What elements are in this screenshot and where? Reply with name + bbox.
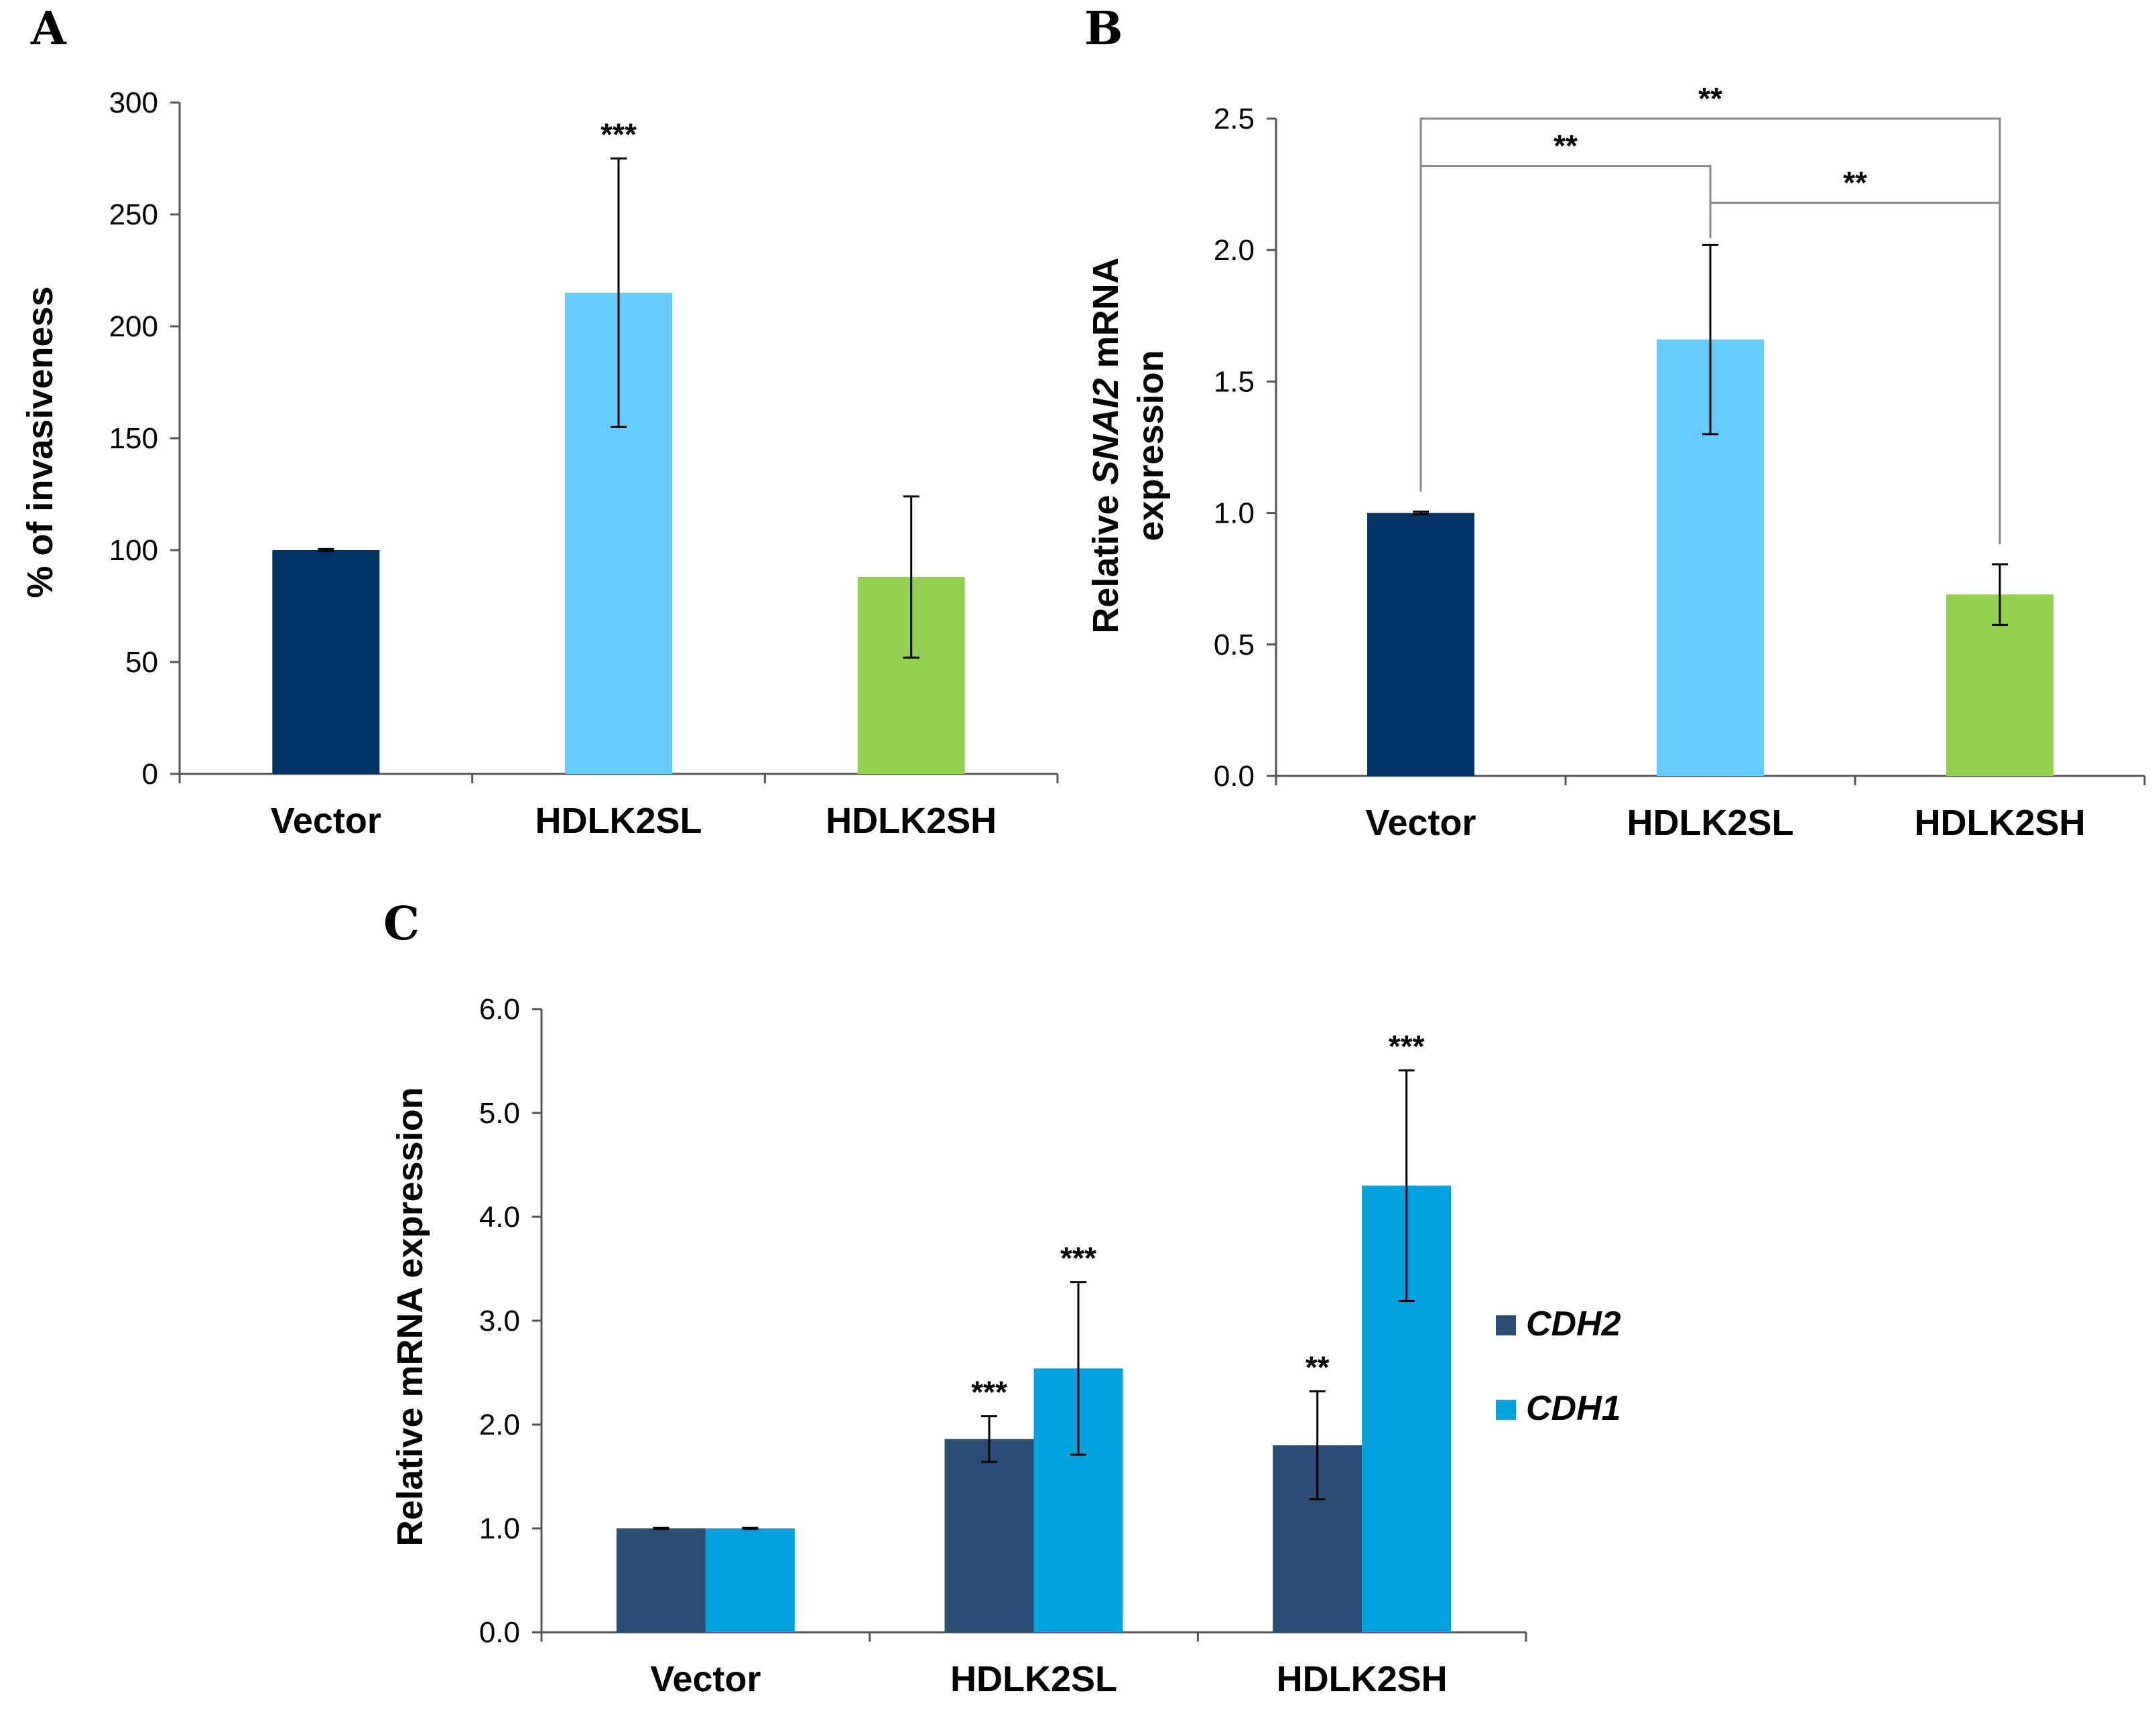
panel-a-category-label: HDLK2SH [826,801,997,841]
panel-a-y-tick-label: 250 [109,198,158,231]
panel-c-bar-cdh2 [944,1439,1034,1632]
panel-c: C Relative mRNA expression 0.0 1.0 2.0 3.0 4… [383,897,1621,1699]
panel-b-category-label: Vector [1365,803,1476,843]
panel-b-y-tick-label: 2.5 [1214,103,1255,135]
panel-c-letter: C [383,897,420,951]
legend-swatch-cdh1 [1496,1400,1516,1420]
panel-a-y-tick-label: 50 [125,646,158,679]
panel-a-category-label: HDLK2SL [535,801,702,841]
panel-b-bracket-label: ** [1553,129,1578,163]
legend-swatch-cdh2 [1496,1315,1516,1335]
panel-b-ylabel-gene: SNAI2 [1086,378,1126,484]
panel-a-y-tick-label: 0 [142,758,158,791]
panel-c-category-label: HDLK2SL [950,1659,1117,1699]
panel-b-y-tick-label: 1.0 [1214,497,1255,530]
panel-c-category-label: HDLK2SH [1277,1659,1448,1699]
panel-a-y-tick-label: 200 [109,310,158,343]
panel-a-y-tick-label: 150 [109,422,158,455]
panel-c-y-tick-label: 6.0 [479,993,520,1026]
panel-c-bar-cdh1 [705,1528,795,1632]
panel-a-y-tick-label: 100 [109,534,158,567]
panel-b-bracket-label: ** [1698,81,1722,116]
panel-b-letter: B [1084,2,1123,56]
panel-b-ylabel-pre: Relative [1086,484,1126,633]
panel-a-y-axis-label: % of invasiveness [20,286,60,598]
panel-c-significance-label: *** [1060,1241,1096,1276]
panel-a: A % of invasiveness 0 50 100 150 200 250 300 Ve… [20,2,1059,841]
panel-b-y-tick-label: 0.0 [1214,760,1255,793]
panel-c-y-tick-label: 2.0 [479,1408,520,1441]
panel-b-ylabel-post: mRNA [1086,257,1126,378]
panel-b-y-tick-label: 0.5 [1214,629,1255,661]
panel-b-significance-bracket [1709,202,2001,545]
legend-label-cdh2: CDH2 [1526,1305,1621,1343]
panel-a-letter: A [30,2,67,56]
panel-c-y-tick-label: 4.0 [479,1201,520,1234]
panel-a-y-tick-label: 300 [109,86,158,119]
panel-b-category-label: HDLK2SH [1914,803,2085,843]
legend-label-cdh1: CDH1 [1526,1389,1621,1428]
panel-c-bar-cdh2 [616,1528,706,1632]
panel-a-bar [272,550,380,774]
panel-b-bar [1367,513,1474,776]
panel-b-y-tick-label: 2.0 [1214,234,1255,267]
panel-b-y-axis-label-line2: expression [1131,350,1171,541]
panel-c-significance-label: ** [1306,1349,1330,1384]
panel-b-category-label: HDLK2SL [1627,803,1793,843]
panel-c-y-axis-label: Relative mRNA expression [390,1087,430,1546]
panel-c-significance-label: *** [971,1375,1007,1410]
panel-b-y-tick-label: 1.5 [1214,365,1255,398]
panel-b-y-axis-label: Relative SNAI2 mRNA [1086,257,1126,633]
panel-c-y-tick-label: 0.0 [479,1616,520,1649]
panel-a-category-label: Vector [271,801,381,841]
panel-c-y-tick-label: 1.0 [479,1512,520,1545]
panel-c-significance-label: *** [1389,1029,1425,1063]
panel-b-bracket-label: ** [1843,166,1867,200]
panel-a-significance-label: *** [600,117,637,152]
panel-c-category-label: Vector [650,1659,761,1699]
panel-c-y-tick-label: 3.0 [479,1305,520,1337]
panel-c-y-tick-label: 5.0 [479,1097,520,1130]
panel-b: B Relative SNAI2 mRNA expression 0.0 0.5 1… [1084,2,2146,843]
